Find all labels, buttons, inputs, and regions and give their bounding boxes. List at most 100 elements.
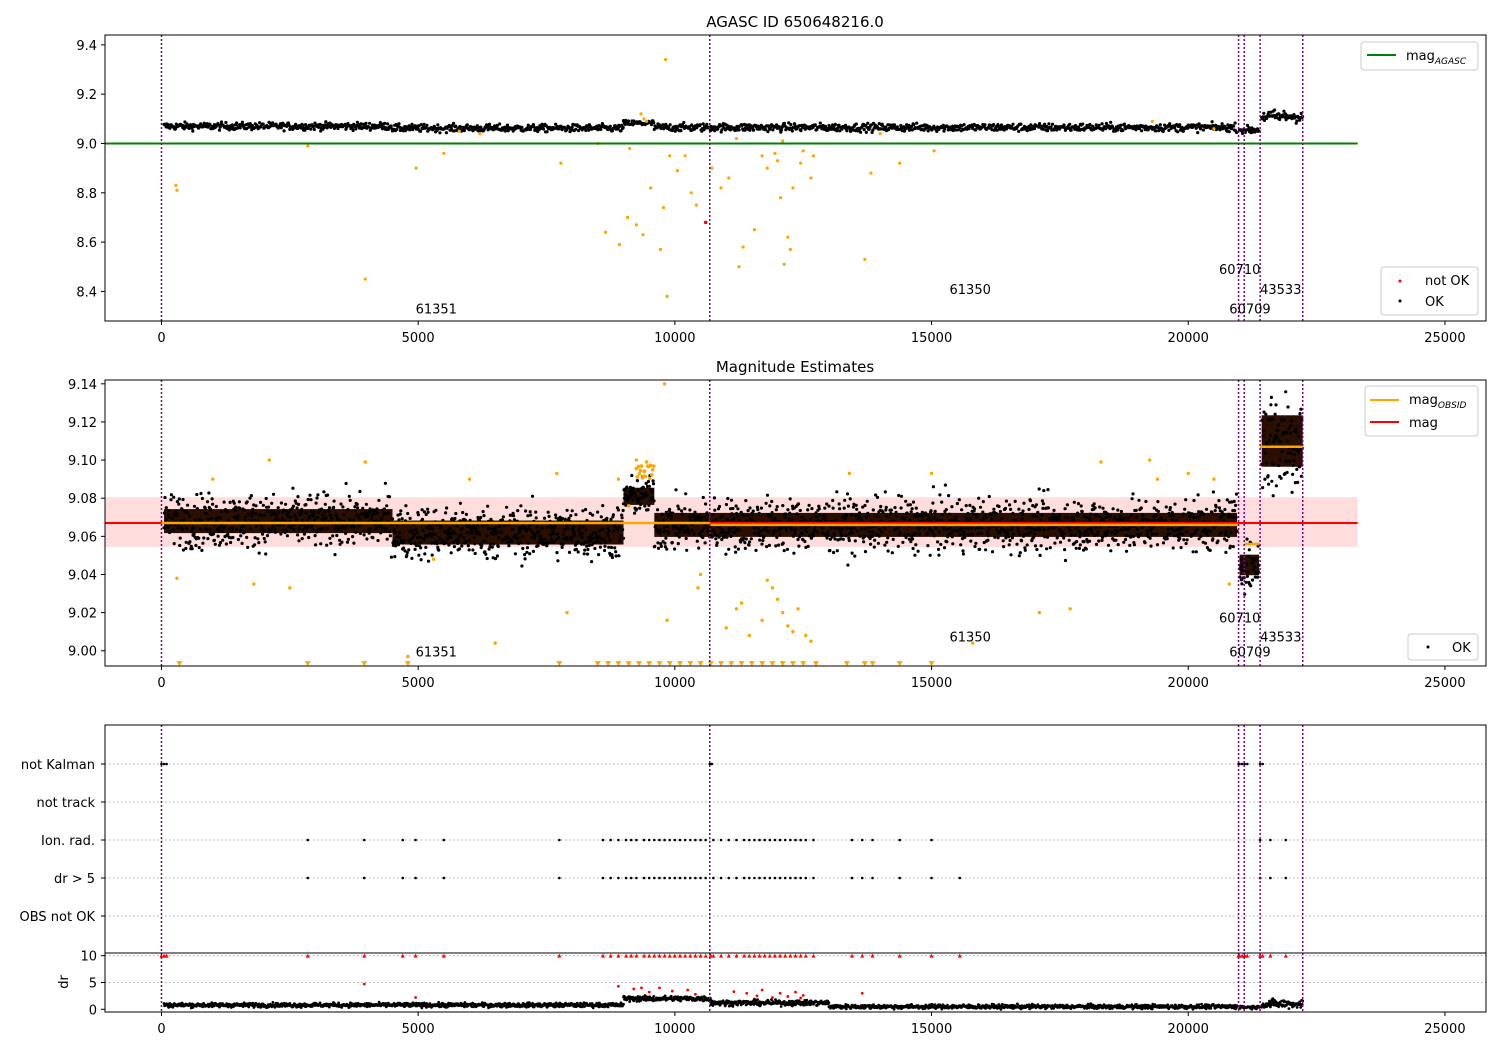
flag-point xyxy=(668,838,672,842)
excluded-point xyxy=(698,572,703,577)
ok-point xyxy=(261,122,265,126)
ok-point xyxy=(1220,122,1224,126)
ok-point xyxy=(523,553,527,557)
ok-point xyxy=(1276,423,1280,427)
ok-point xyxy=(238,506,242,510)
ok-point xyxy=(854,514,858,518)
ok-point xyxy=(1057,517,1061,521)
ok-point xyxy=(458,519,462,523)
flag-point xyxy=(742,876,746,880)
ok-point xyxy=(621,508,625,513)
excluded-point xyxy=(559,161,563,165)
ok-point xyxy=(774,508,778,512)
ok-point xyxy=(1023,548,1027,552)
ok-point xyxy=(880,530,884,534)
excluded-point xyxy=(648,463,653,468)
ok-point xyxy=(581,525,585,529)
ok-point xyxy=(813,528,817,532)
ok-point xyxy=(176,526,180,530)
ok-point xyxy=(1263,451,1267,455)
ok-point xyxy=(1290,490,1294,494)
ok-point xyxy=(1240,564,1244,568)
ok-point xyxy=(608,124,612,128)
ok-point xyxy=(294,122,298,126)
ok-point xyxy=(192,504,197,508)
y-tick-label: 9.08 xyxy=(68,492,97,507)
ok-point xyxy=(1152,506,1156,510)
ok-point xyxy=(1053,515,1057,519)
x-tick-label: 0 xyxy=(157,676,165,691)
ok-point xyxy=(1291,472,1295,476)
ok-point xyxy=(258,121,262,125)
ok-point xyxy=(865,515,869,519)
ok-point xyxy=(435,128,439,132)
flag-point xyxy=(642,876,646,880)
ok-point xyxy=(987,494,991,499)
ok-point xyxy=(1192,498,1196,503)
ok-point xyxy=(320,527,325,531)
ok-point xyxy=(1253,575,1257,579)
ok-point xyxy=(742,514,747,518)
flag-point xyxy=(753,876,756,880)
ok-point xyxy=(272,510,277,514)
ok-point xyxy=(1169,514,1173,518)
flag-point xyxy=(860,876,864,880)
ok-point xyxy=(1178,536,1182,541)
ok-point xyxy=(1089,526,1093,530)
ok-point xyxy=(817,507,821,511)
ok-point xyxy=(884,505,888,509)
ok-point xyxy=(1068,528,1072,532)
ok-point xyxy=(197,546,201,550)
ok-point xyxy=(1222,519,1226,523)
excluded-point xyxy=(637,471,642,476)
ok-point xyxy=(305,519,309,523)
flag-point xyxy=(401,838,405,842)
ok-point xyxy=(737,128,741,132)
excluded-point xyxy=(675,169,680,173)
ok-point xyxy=(839,531,843,535)
obsid-label: 61350 xyxy=(950,283,991,298)
ok-point xyxy=(1095,532,1099,536)
ok-point xyxy=(192,525,196,530)
ok-point xyxy=(614,554,618,558)
ok-point xyxy=(270,501,274,505)
ok-point xyxy=(451,540,456,544)
ok-point xyxy=(295,506,299,510)
ok-point xyxy=(494,526,498,530)
obsid-label: 60709 xyxy=(1229,646,1270,661)
flag-point xyxy=(635,876,638,880)
ok-point xyxy=(460,544,464,548)
ok-point xyxy=(1078,535,1082,539)
ok-point xyxy=(572,531,577,535)
ok-point xyxy=(489,531,493,535)
ok-point xyxy=(377,498,381,502)
ok-point xyxy=(340,540,344,544)
ok-point xyxy=(422,122,426,126)
ok-point xyxy=(977,496,981,500)
ok-point xyxy=(879,127,883,131)
ok-point xyxy=(1172,529,1176,533)
flag-point xyxy=(635,838,638,842)
ok-point xyxy=(893,506,897,510)
dr-point xyxy=(311,1005,314,1008)
ok-point xyxy=(465,530,469,535)
ok-point xyxy=(677,535,681,539)
ok-point xyxy=(447,531,451,536)
ok-point xyxy=(197,536,201,540)
ok-point xyxy=(1062,123,1066,127)
ok-point xyxy=(312,510,316,514)
excluded-point xyxy=(639,464,644,468)
ok-point xyxy=(1224,529,1228,533)
ok-point xyxy=(1188,514,1192,518)
ok-point xyxy=(683,507,687,511)
panel2-legend-top-box xyxy=(1364,385,1479,437)
ok-point xyxy=(187,514,192,518)
ok-point xyxy=(387,530,391,534)
ok-point xyxy=(985,530,990,534)
ok-point xyxy=(713,508,717,512)
ok-point xyxy=(458,501,462,505)
ok-point xyxy=(621,536,626,540)
below-range-marker xyxy=(789,661,796,666)
ok-point xyxy=(699,518,703,523)
ok-point xyxy=(584,128,588,133)
